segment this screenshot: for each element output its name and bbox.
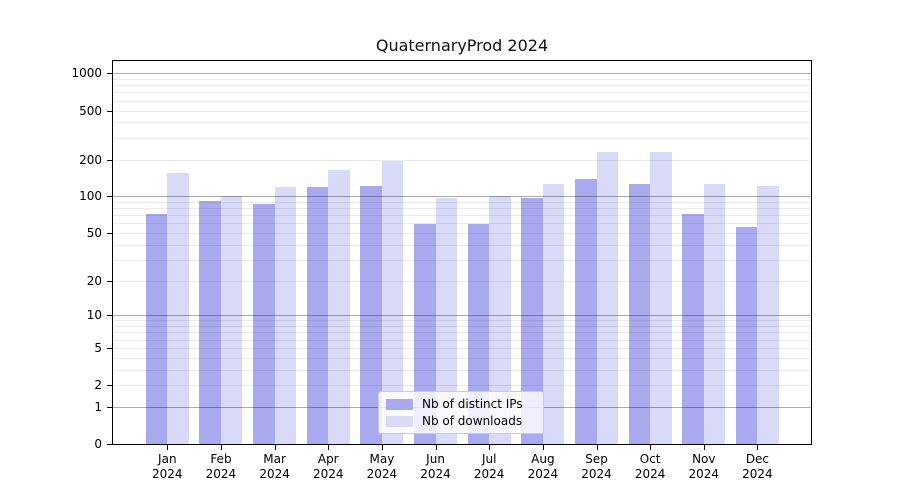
legend-item-distinct-ips: Nb of distinct IPs <box>386 397 535 411</box>
y-tick-label-1000: 1000 <box>71 66 102 81</box>
x-tick-label-nov: Nov 2024 <box>688 452 720 481</box>
y-tick-20 <box>107 280 112 282</box>
legend-label-downloads: Nb of downloads <box>422 414 523 428</box>
x-tick-may <box>381 445 383 450</box>
legend: Nb of distinct IPs Nb of downloads <box>378 391 544 434</box>
x-tick-jul <box>489 445 491 450</box>
gridline-minor-700 <box>113 92 811 94</box>
gridline-minor-800 <box>113 85 811 87</box>
y-tick-100 <box>107 196 112 198</box>
y-tick-label-2: 2 <box>94 378 102 393</box>
x-tick-jun <box>435 445 437 450</box>
bar-distinct-ips-may <box>360 185 382 444</box>
bar-distinct-ips-apr <box>306 186 329 444</box>
bar-distinct-ips-mar <box>253 203 275 444</box>
bar-distinct-ips-sep <box>575 178 597 444</box>
y-tick-label-100: 100 <box>79 189 102 204</box>
gridline-minor-500 <box>113 110 811 112</box>
bar-distinct-ips-nov <box>682 213 704 444</box>
bar-distinct-ips-jan <box>145 213 168 444</box>
y-tick-50 <box>107 233 112 235</box>
y-tick-500 <box>107 110 112 112</box>
bar-downloads-oct <box>650 151 672 444</box>
x-tick-label-apr: Apr 2024 <box>312 452 344 481</box>
y-tick-label-5: 5 <box>94 340 102 355</box>
y-tick-1000 <box>107 73 112 75</box>
x-tick-label-may: May 2024 <box>366 452 398 481</box>
bar-downloads-mar <box>274 186 297 444</box>
x-tick-label-oct: Oct 2024 <box>634 452 666 481</box>
bar-distinct-ips-jun <box>414 224 436 444</box>
x-tick-label-feb: Feb 2024 <box>205 452 237 481</box>
gridline-minor-200 <box>113 159 811 161</box>
x-tick-label-sep: Sep 2024 <box>581 452 612 481</box>
x-tick-mar <box>274 445 276 450</box>
y-tick-200 <box>107 159 112 161</box>
gridline-minor-400 <box>113 122 811 124</box>
y-tick-5 <box>107 347 112 349</box>
bar-downloads-jun <box>435 198 458 444</box>
x-tick-label-jan: Jan 2024 <box>152 452 183 481</box>
x-tick-sep <box>596 445 598 450</box>
chart-title: QuaternaryProd 2024 <box>375 36 549 55</box>
y-tick-label-20: 20 <box>86 273 102 288</box>
bar-downloads-apr <box>328 169 350 444</box>
y-tick-2 <box>107 385 112 387</box>
bar-downloads-nov <box>703 183 726 444</box>
y-tick-label-0: 0 <box>94 437 102 451</box>
bar-distinct-ips-dec <box>735 227 758 444</box>
y-tick-label-200: 200 <box>79 152 102 167</box>
plot-area <box>112 60 812 445</box>
bar-distinct-ips-feb <box>199 200 221 444</box>
bar-downloads-dec <box>757 186 779 444</box>
gridline-major-1000 <box>113 73 811 75</box>
legend-item-downloads: Nb of downloads <box>386 414 535 428</box>
x-tick-dec <box>757 445 759 450</box>
y-tick-label-1: 1 <box>94 399 102 414</box>
legend-swatch-downloads <box>386 415 413 427</box>
legend-swatch-distinct-ips <box>386 398 413 410</box>
x-tick-aug <box>542 445 544 450</box>
x-tick-label-aug: Aug 2024 <box>527 452 559 481</box>
x-tick-jan <box>167 445 169 450</box>
gridline-minor-600 <box>113 100 811 102</box>
x-tick-oct <box>650 445 652 450</box>
bar-distinct-ips-aug <box>521 198 543 444</box>
y-tick-label-500: 500 <box>79 103 102 118</box>
x-tick-nov <box>703 445 705 450</box>
bar-downloads-aug <box>542 183 565 444</box>
legend-label-distinct-ips: Nb of distinct IPs <box>422 397 523 411</box>
bar-downloads-jan <box>167 173 189 444</box>
y-tick-label-10: 10 <box>86 308 102 323</box>
x-tick-label-mar: Mar 2024 <box>259 452 290 481</box>
bar-downloads-sep <box>596 151 618 444</box>
x-tick-apr <box>328 445 330 450</box>
y-tick-10 <box>107 315 112 317</box>
bar-downloads-feb <box>220 196 243 444</box>
bar-downloads-jul <box>489 196 511 444</box>
bar-downloads-may <box>381 161 404 444</box>
x-tick-feb <box>220 445 222 450</box>
bar-distinct-ips-oct <box>628 183 651 444</box>
x-tick-label-jun: Jun 2024 <box>420 452 451 481</box>
x-tick-label-jul: Jul 2024 <box>473 452 505 481</box>
x-tick-label-dec: Dec 2024 <box>742 452 773 481</box>
bar-distinct-ips-jul <box>467 224 490 444</box>
gridline-minor-300 <box>113 137 811 139</box>
y-tick-1 <box>107 406 112 408</box>
y-tick-label-50: 50 <box>86 226 102 241</box>
y-tick-0 <box>107 444 112 445</box>
gridline-minor-900 <box>113 79 811 81</box>
